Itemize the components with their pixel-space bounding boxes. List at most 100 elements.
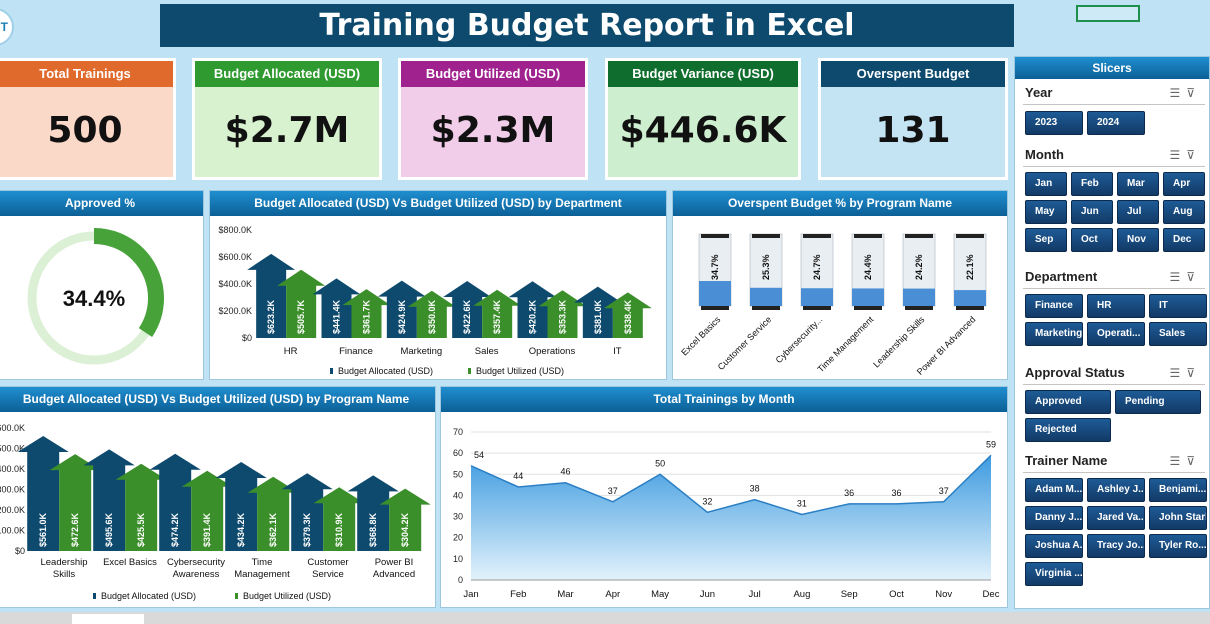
y-tick-label: $600.0K bbox=[218, 252, 252, 262]
multi-select-icon[interactable]: ☰ bbox=[1169, 148, 1187, 162]
overspent-bar bbox=[954, 290, 986, 306]
area-fill bbox=[471, 455, 991, 580]
allocated-bar bbox=[312, 278, 361, 338]
x-tick-label: Excel Basics bbox=[103, 557, 157, 568]
slicer-item[interactable]: Pending bbox=[1115, 390, 1201, 414]
utilized-bar bbox=[313, 487, 365, 551]
slicer-item[interactable]: Feb bbox=[1071, 172, 1113, 196]
selected-cell[interactable] bbox=[1076, 5, 1140, 22]
bar-data-label: $425.5K bbox=[136, 512, 146, 547]
slicer-item[interactable]: Nov bbox=[1117, 228, 1159, 252]
x-tick-label: IT bbox=[613, 346, 622, 357]
clear-filter-icon[interactable]: ⊽ bbox=[1186, 366, 1201, 380]
approved-donut: 34.4% bbox=[24, 228, 164, 368]
slicer-item[interactable]: Tracy Jo... bbox=[1087, 534, 1145, 558]
multi-select-icon[interactable]: ☰ bbox=[1169, 366, 1187, 380]
slicer-item[interactable]: Adam M... bbox=[1025, 478, 1083, 502]
overspent-chart-title: Overspent Budget % by Program Name bbox=[673, 191, 1007, 216]
x-tick-label: Jun bbox=[700, 589, 715, 600]
slicer-item[interactable]: IT bbox=[1149, 294, 1207, 318]
allocated-bar bbox=[377, 280, 426, 338]
slicer-item[interactable]: Approved bbox=[1025, 390, 1111, 414]
slicer-item[interactable]: Finance bbox=[1025, 294, 1083, 318]
point-data-label: 59 bbox=[986, 439, 996, 449]
slicer-item[interactable]: Virginia ... bbox=[1025, 562, 1083, 586]
slicer-item[interactable]: Jun bbox=[1071, 200, 1113, 224]
kpi-label: Budget Utilized (USD) bbox=[401, 61, 585, 87]
slicer-item[interactable]: Dec bbox=[1163, 228, 1205, 252]
slicer-item[interactable]: Sales bbox=[1149, 322, 1207, 346]
bar-data-label: $381.0K bbox=[593, 299, 603, 334]
slicer-item[interactable]: Jan bbox=[1025, 172, 1067, 196]
point-data-label: 54 bbox=[474, 450, 484, 460]
multi-select-icon[interactable]: ☰ bbox=[1169, 86, 1187, 100]
clear-filter-icon[interactable]: ⊽ bbox=[1186, 148, 1201, 162]
clear-filter-icon[interactable]: ⊽ bbox=[1186, 86, 1201, 100]
slicer-item[interactable]: Rejected bbox=[1025, 418, 1111, 442]
x-tick-label: Service bbox=[312, 569, 344, 580]
dept-chart-title: Budget Allocated (USD) Vs Budget Utilize… bbox=[210, 191, 666, 216]
y-tick-label: 30 bbox=[453, 512, 463, 522]
slicer-item[interactable]: Jul bbox=[1117, 200, 1159, 224]
slicer-item[interactable]: Operati... bbox=[1087, 322, 1145, 346]
multi-select-icon[interactable]: ☰ bbox=[1169, 270, 1187, 284]
slicer-item[interactable]: Sep bbox=[1025, 228, 1067, 252]
slicer-item[interactable]: Joshua A... bbox=[1025, 534, 1083, 558]
y-tick-label: 20 bbox=[453, 533, 463, 543]
legend-label: Budget Allocated (USD) bbox=[101, 591, 196, 601]
slicer-item[interactable]: Marketing bbox=[1025, 322, 1083, 346]
x-tick-label: Sep bbox=[841, 589, 858, 600]
slicer-item[interactable]: Oct bbox=[1071, 228, 1113, 252]
x-tick-label: Management bbox=[234, 569, 290, 580]
kpi-card: Total Trainings 500 bbox=[0, 58, 176, 180]
point-data-label: 37 bbox=[939, 486, 949, 496]
slicer-item[interactable]: Mar bbox=[1117, 172, 1159, 196]
y-tick-label: 0 bbox=[458, 575, 463, 585]
y-tick-label: 10 bbox=[453, 554, 463, 564]
multi-select-icon[interactable]: ☰ bbox=[1169, 454, 1187, 468]
slicer-item[interactable]: HR bbox=[1087, 294, 1145, 318]
slicer-item[interactable]: Danny J... bbox=[1025, 506, 1083, 530]
cylinder-base bbox=[803, 306, 831, 310]
cylinder-base bbox=[905, 306, 933, 310]
clear-filter-icon[interactable]: ⊽ bbox=[1186, 270, 1201, 284]
allocated-bar bbox=[573, 286, 622, 338]
point-data-label: 36 bbox=[844, 488, 854, 498]
y-tick-label: 70 bbox=[453, 427, 463, 437]
slicer-item[interactable]: Apr bbox=[1163, 172, 1205, 196]
slicer-item[interactable]: Tyler Ro... bbox=[1149, 534, 1207, 558]
utilized-bar bbox=[473, 289, 522, 338]
slicer-tools: ☰⊽ bbox=[1169, 454, 1201, 468]
kpi-card: Budget Utilized (USD) $2.3M bbox=[398, 58, 588, 180]
y-tick-label: $800.0K bbox=[218, 225, 252, 235]
approved-panel: Approved % 34.4% bbox=[0, 190, 204, 380]
clear-filter-icon[interactable]: ⊽ bbox=[1186, 454, 1201, 468]
bar-data-label: $361.7K bbox=[362, 299, 372, 334]
bar-data-label: $441.4K bbox=[332, 299, 342, 334]
slicer-item[interactable]: May bbox=[1025, 200, 1067, 224]
slicer-item[interactable]: Ashley J... bbox=[1087, 478, 1145, 502]
month-chart: 0 10 20 30 40 50 60 70 54 Jan 44 Feb 46 Mar 37 Apr 50 May… bbox=[453, 427, 1000, 600]
point-data-label: 36 bbox=[891, 488, 901, 498]
slicer-item[interactable]: Aug bbox=[1163, 200, 1205, 224]
x-tick-label: Mar bbox=[557, 589, 573, 600]
slicers-panel: Slicers Year ☰⊽ 2023 2024 Month ☰⊽ Jan Feb Mar Ap… bbox=[1014, 56, 1210, 609]
slicer-item[interactable]: 2023 bbox=[1025, 111, 1083, 135]
x-tick-label: Leadership Skills bbox=[871, 314, 927, 370]
sheet-tab-active[interactable] bbox=[72, 614, 144, 624]
y-tick-label: $0 bbox=[242, 333, 252, 343]
overspent-bar bbox=[699, 281, 731, 306]
y-tick-label: 50 bbox=[453, 469, 463, 479]
slicer-item[interactable]: Benjami... bbox=[1149, 478, 1207, 502]
slicer-item[interactable]: Jared Va... bbox=[1087, 506, 1145, 530]
slicer-item[interactable]: John Stark bbox=[1149, 506, 1207, 530]
kpi-label: Budget Allocated (USD) bbox=[195, 61, 379, 87]
point-data-label: 32 bbox=[702, 496, 712, 506]
bar-data-label: 24.2% bbox=[914, 254, 924, 280]
bar-data-label: $338.4K bbox=[623, 299, 633, 334]
slicer-divider bbox=[1023, 166, 1205, 167]
slicer-item[interactable]: 2024 bbox=[1087, 111, 1145, 135]
y-tick-label: $100.0K bbox=[0, 526, 25, 536]
dept-chart: $0 $200.0K $400.0K $600.0K $800.0K $623.2K $50… bbox=[218, 225, 652, 376]
x-tick-label: Leadership bbox=[40, 557, 87, 568]
